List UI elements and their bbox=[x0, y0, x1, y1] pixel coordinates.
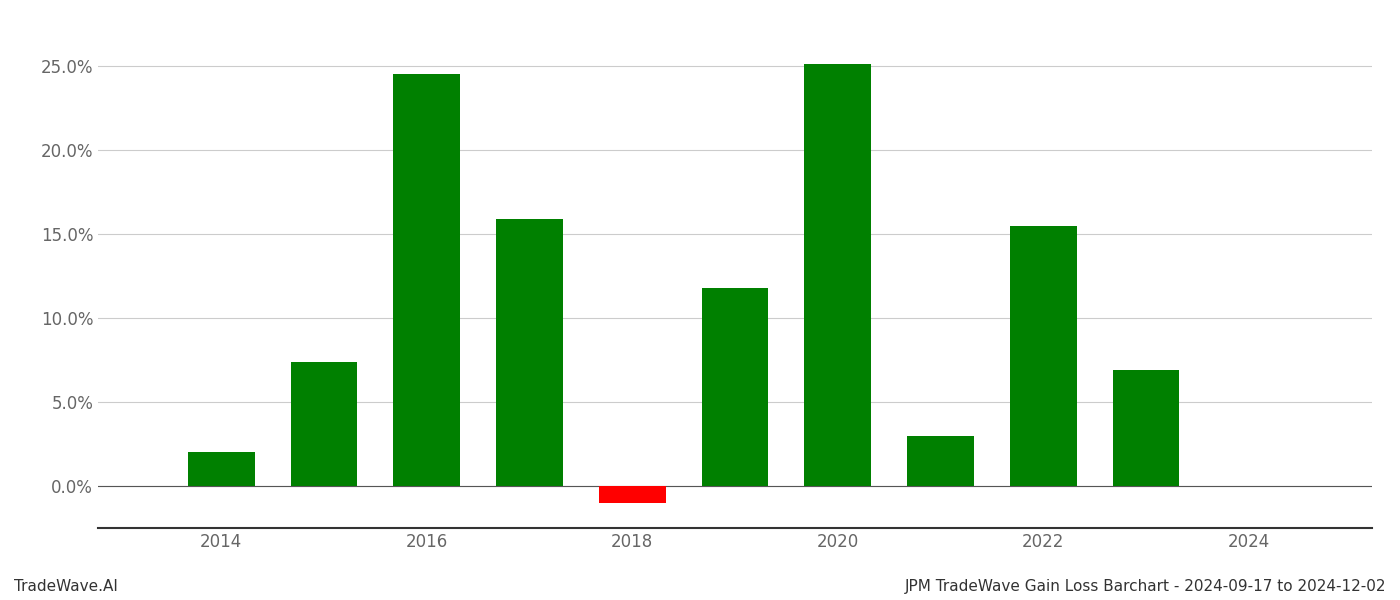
Bar bbox=[805, 64, 871, 486]
Text: TradeWave.AI: TradeWave.AI bbox=[14, 579, 118, 594]
Bar bbox=[1009, 226, 1077, 486]
Bar bbox=[291, 362, 357, 486]
Bar bbox=[188, 452, 255, 486]
Text: JPM TradeWave Gain Loss Barchart - 2024-09-17 to 2024-12-02: JPM TradeWave Gain Loss Barchart - 2024-… bbox=[904, 579, 1386, 594]
Bar bbox=[1113, 370, 1179, 486]
Bar bbox=[907, 436, 974, 486]
Bar bbox=[496, 219, 563, 486]
Bar bbox=[393, 74, 461, 486]
Bar bbox=[599, 486, 665, 503]
Bar bbox=[701, 288, 769, 486]
